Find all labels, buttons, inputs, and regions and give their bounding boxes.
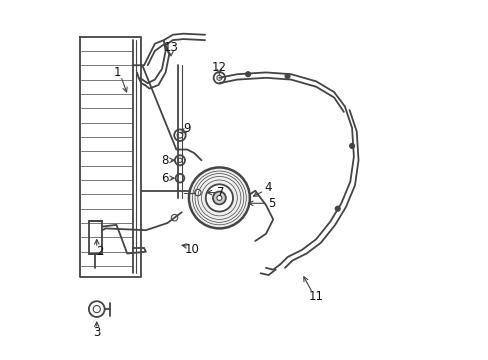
Circle shape (349, 143, 354, 148)
Circle shape (217, 195, 222, 201)
Circle shape (212, 192, 225, 204)
Text: 3: 3 (93, 326, 100, 339)
Circle shape (335, 206, 340, 211)
Text: 13: 13 (163, 41, 178, 54)
Text: 6: 6 (161, 172, 168, 185)
Circle shape (205, 184, 233, 212)
Text: 12: 12 (211, 60, 226, 73)
Circle shape (188, 167, 249, 228)
Text: 10: 10 (184, 243, 200, 256)
Text: 4: 4 (264, 181, 271, 194)
Circle shape (285, 73, 289, 78)
Text: 2: 2 (97, 245, 104, 258)
Text: 8: 8 (161, 154, 168, 167)
Circle shape (245, 72, 250, 77)
Text: 9: 9 (183, 122, 190, 135)
Text: 11: 11 (308, 290, 323, 303)
Text: 1: 1 (113, 66, 121, 79)
Bar (88, 221, 102, 253)
Text: 5: 5 (267, 197, 275, 210)
Text: 7: 7 (217, 186, 224, 199)
